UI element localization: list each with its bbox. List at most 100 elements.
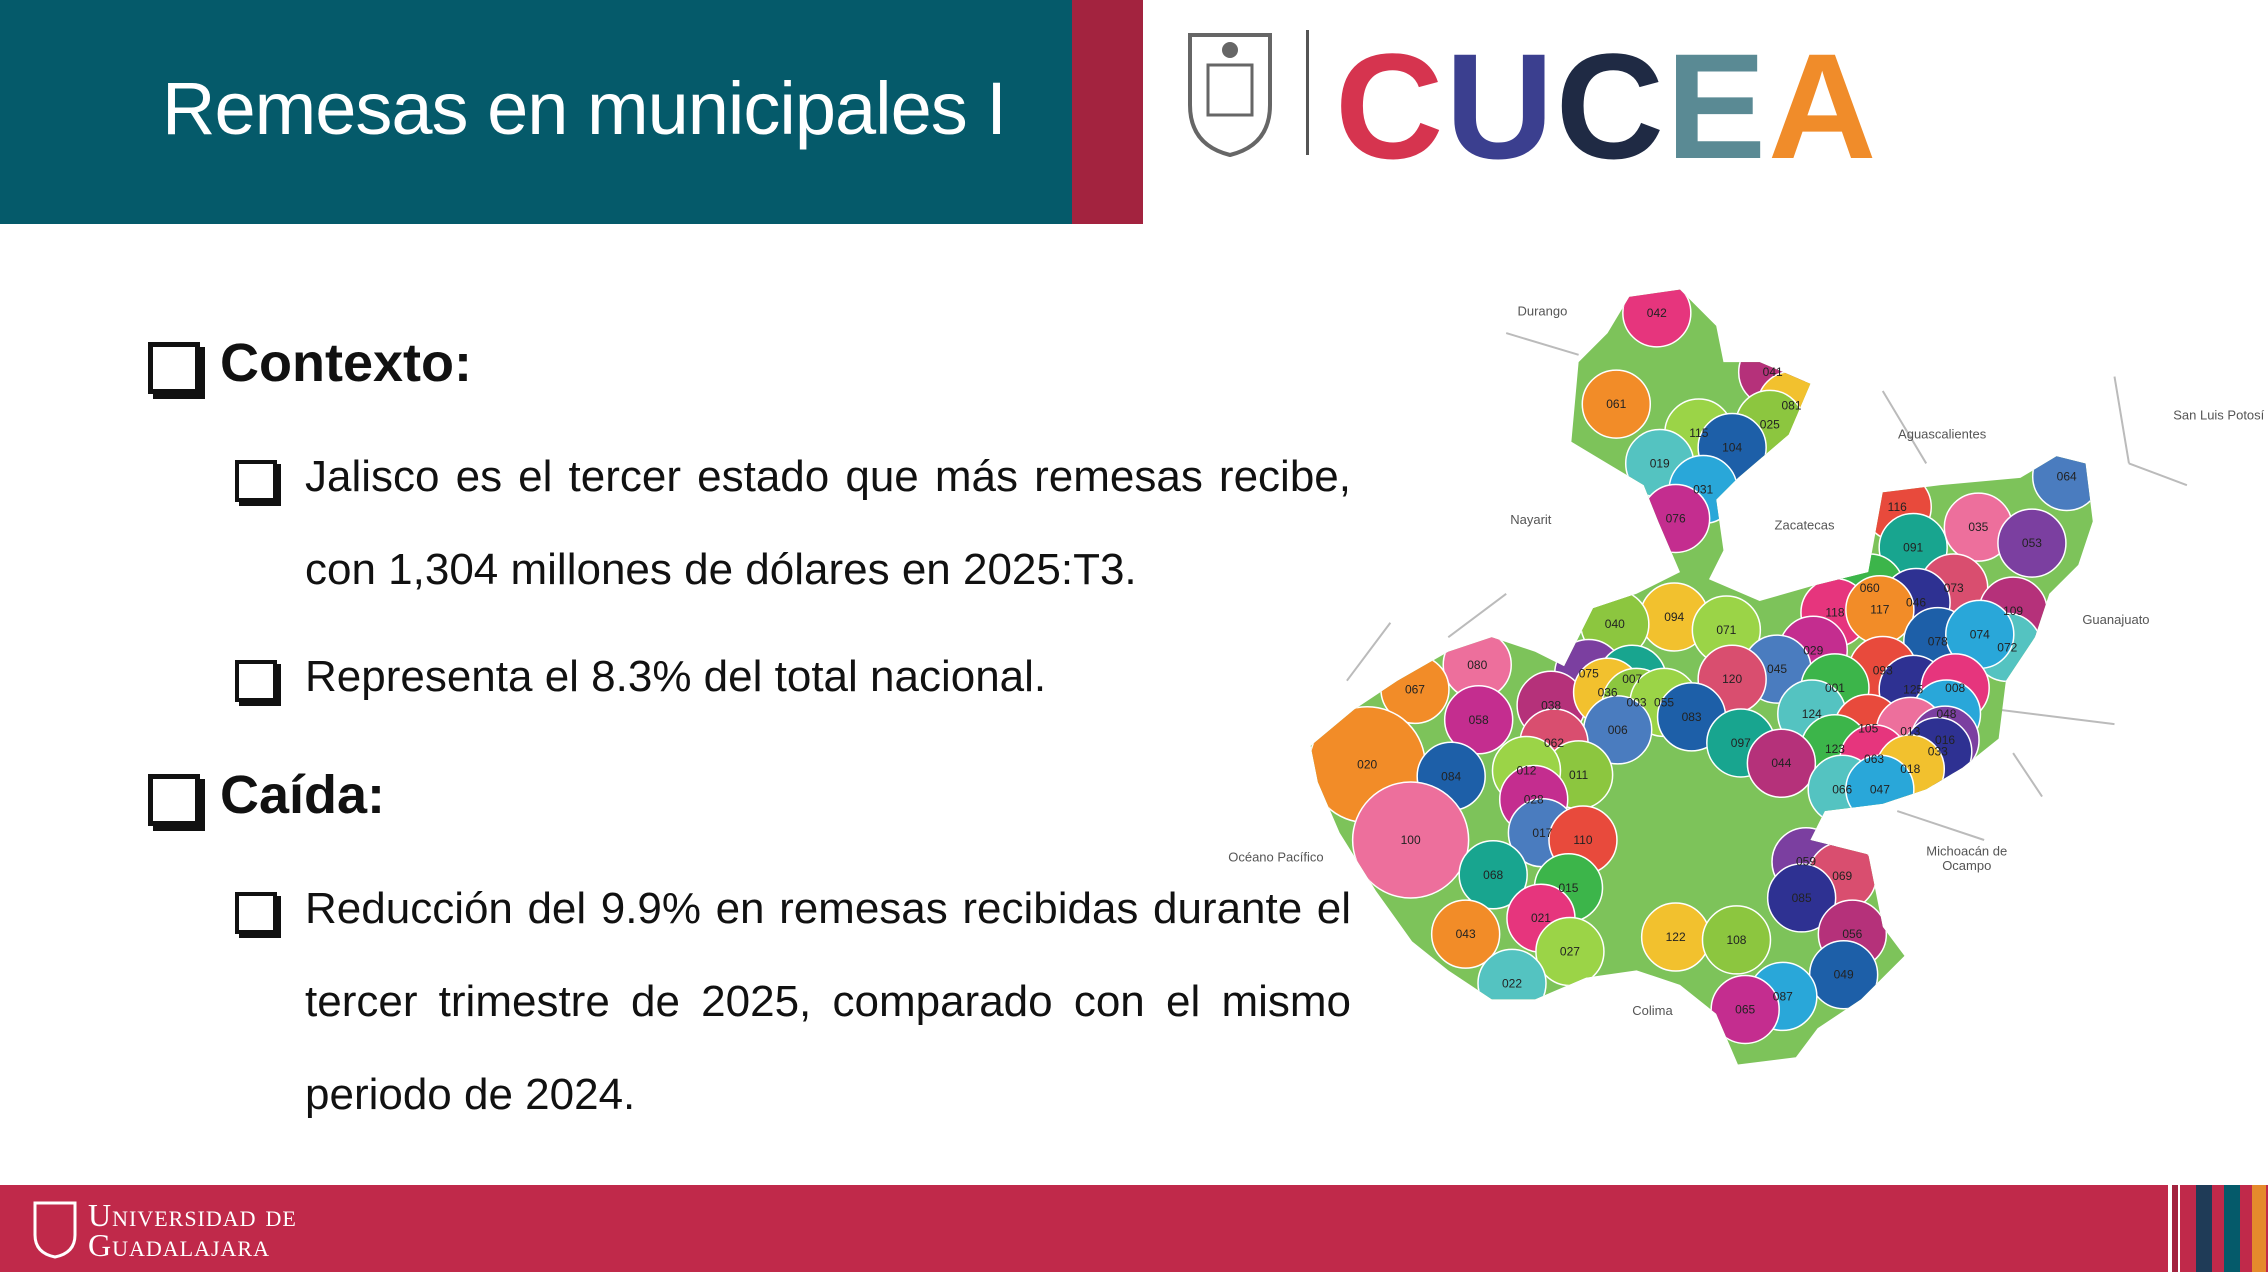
region-label: Michoacán de [1926,844,2007,859]
municipality-code: 046 [1906,595,1926,609]
section-heading: Contexto: [220,333,472,393]
municipality-code: 019 [1650,456,1670,470]
municipality-code: 100 [1401,833,1421,847]
municipality-code: 001 [1825,681,1845,695]
region-label: Nayarit [1510,512,1552,527]
state-border [1881,390,1928,464]
section-heading: Caída: [220,765,386,825]
municipality [1746,728,1817,798]
municipality-code: 084 [1441,769,1461,783]
municipality-code: 022 [1502,976,1522,990]
municipality-code: 016 [1935,733,1955,747]
bullet-text: Reducción del 9.9% en remesas recibidas … [305,884,1351,1119]
municipality-code: 125 [1903,682,1923,696]
bullet-text: Jalisco es el tercer estado que más reme… [305,452,1351,594]
region-label: Aguascalientes [1898,426,1987,441]
footer-text: Universidad de Guadalajara [88,1197,297,1263]
municipality-code: 018 [1900,762,1920,776]
municipality [1351,781,1470,899]
municipality-code: 118 [1825,606,1844,620]
municipalities [1310,289,2093,1045]
footer-band [0,1185,2268,1272]
municipality [1622,289,1692,348]
municipality-code: 025 [1760,417,1780,431]
municipality-code: 017 [1532,826,1552,840]
municipality-code: 055 [1654,695,1674,709]
municipality-code: 038 [1541,698,1561,712]
municipality-code: 048 [1936,707,1956,721]
state-border [2113,376,2130,464]
municipality-code: 069 [1832,869,1852,883]
municipality-code: 031 [1693,483,1713,497]
region-label: Océano Pacífico [1228,849,1323,864]
state-border [1896,810,1985,841]
municipality-code: 071 [1716,623,1736,637]
municipality-code: 083 [1682,710,1702,724]
municipality-code: 067 [1405,682,1425,696]
checkbox [148,774,200,826]
slide-title: Remesas en municipales I [162,67,1007,150]
municipality-code: 109 [2003,604,2023,618]
municipality-code: 036 [1598,685,1618,699]
municipality-code: 006 [1608,723,1628,737]
municipality-code: 027 [1560,945,1580,959]
municipality-code: 058 [1469,713,1489,727]
state-border [2012,752,2043,798]
municipality-code: 110 [1573,833,1592,847]
municipality-code: 091 [1903,540,1923,554]
municipality-code: 120 [1722,672,1742,686]
municipality-code: 049 [1834,968,1854,982]
municipality-code: 053 [2022,536,2042,550]
footer-stripes [2168,1185,2266,1272]
municipality-code: 076 [1666,511,1686,525]
municipality-code: 072 [1997,640,2017,654]
municipality [1443,685,1514,755]
municipality-code: 123 [1825,742,1845,756]
region-label: Guanajuato [2082,612,2149,627]
municipality-code: 085 [1792,891,1812,905]
municipality-code: 115 [1689,426,1708,440]
checkbox [235,660,277,702]
municipality-code: 068 [1483,868,1503,882]
municipality-code: 074 [1970,627,1990,641]
municipality-code: 029 [1803,643,1823,657]
checkbox [235,892,277,934]
checkbox [148,342,200,394]
municipality-code: 040 [1605,617,1625,631]
municipality-code: 122 [1666,930,1686,944]
state-border [1346,622,1392,682]
municipality-code: 015 [1558,881,1578,895]
municipality-code: 124 [1802,707,1822,721]
municipality-code: 097 [1731,736,1751,750]
header-band [0,0,1072,224]
municipality-code: 075 [1579,666,1599,680]
region-label: San Luis Potosí [2173,408,2264,423]
municipality-code: 093 [1873,664,1893,678]
municipality-code: 044 [1771,756,1791,770]
municipality-code: 007 [1622,672,1642,686]
municipality [1581,369,1652,439]
municipality [1701,905,1772,975]
municipality-code: 056 [1842,927,1862,941]
municipality-code: 062 [1544,736,1564,750]
municipality-code: 011 [1569,768,1588,782]
municipality-code: 061 [1606,397,1626,411]
bullet-text: Representa el 8.3% del total nacional. [305,652,1047,701]
region-label: Ocampo [1942,858,1991,873]
municipality-code: 064 [2057,469,2077,483]
header-accent [1072,0,1143,224]
municipality-code: 047 [1870,782,1890,796]
municipality [1458,840,1528,910]
municipality [1997,508,2067,578]
municipality-code: 081 [1782,399,1802,413]
municipality-code: 043 [1456,927,1476,941]
municipality-code: 020 [1357,758,1377,772]
municipality-code: 104 [1722,441,1742,455]
municipality-code: 042 [1647,306,1667,320]
municipality-code: 116 [1888,500,1907,514]
cucea-logo: CUCEA [1335,22,1879,190]
municipality-code: 045 [1767,662,1787,676]
municipality-code: 117 [1870,603,1889,617]
